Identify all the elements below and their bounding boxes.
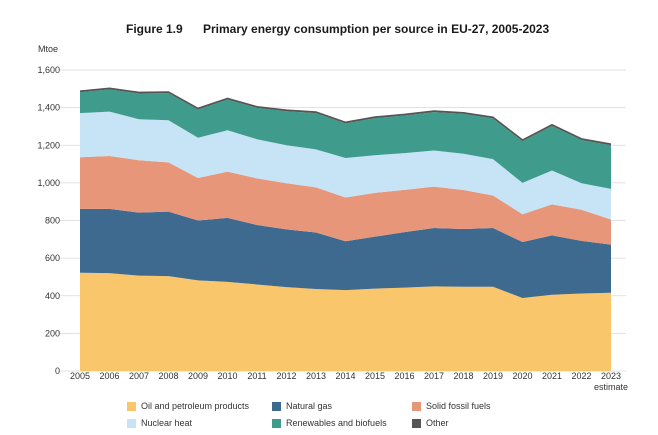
y-tick-label: 0 <box>55 366 60 376</box>
x-tick-label: 2015 <box>365 371 385 381</box>
y-tick-label: 1,600 <box>37 65 60 75</box>
y-tick-label: 400 <box>45 291 60 301</box>
series-line-other <box>79 87 612 145</box>
y-tick-label: 600 <box>45 253 60 263</box>
y-tick-label: 1,400 <box>37 103 60 113</box>
x-tick-label: 2016 <box>394 371 414 381</box>
legend-item: Nuclear heat <box>127 418 192 428</box>
legend-swatch <box>127 418 136 428</box>
legend-item: Oil and petroleum products <box>127 401 249 411</box>
legend-item: Other <box>412 418 449 428</box>
legend-swatch <box>272 401 281 411</box>
area-oil-and-petroleum-products <box>80 272 611 371</box>
y-tick-label: 800 <box>45 216 60 226</box>
legend-item: Natural gas <box>272 401 332 411</box>
y-tick-label: 1,000 <box>37 178 60 188</box>
area-renewables-and-biofuels <box>80 89 611 189</box>
x-tick-label: 2009 <box>188 371 208 381</box>
legend-swatch <box>127 401 136 411</box>
x-tick-label: 2006 <box>99 371 119 381</box>
x-tick-label: 2011 <box>247 371 266 381</box>
area-natural-gas <box>80 208 611 299</box>
legend-swatch <box>412 418 421 428</box>
x-tick-label: 2010 <box>217 371 237 381</box>
x-tick-note: estimate <box>594 382 628 392</box>
x-tick-label: 2022 <box>571 371 591 381</box>
legend-label: Oil and petroleum products <box>141 401 250 411</box>
legend-label: Renewables and biofuels <box>286 418 387 428</box>
x-tick-label: 2023 <box>601 371 621 381</box>
x-tick-label: 2019 <box>483 371 503 381</box>
y-tick-label: 1,200 <box>37 140 60 150</box>
area-series <box>79 87 612 371</box>
legend-label: Solid fossil fuels <box>426 401 491 411</box>
area-solid-fossil-fuels <box>80 155 611 245</box>
legend-label: Other <box>426 418 449 428</box>
x-tick-label: 2014 <box>335 371 355 381</box>
x-tick-label: 2018 <box>453 371 473 381</box>
x-tick-label: 2007 <box>129 371 149 381</box>
legend-item: Renewables and biofuels <box>272 418 387 428</box>
x-tick-label: 2008 <box>158 371 178 381</box>
x-tick-label: 2013 <box>306 371 326 381</box>
legend-label: Nuclear heat <box>141 418 193 428</box>
chart-title: Primary energy consumption per source in… <box>203 22 550 36</box>
legend-label: Natural gas <box>286 401 333 411</box>
area-nuclear-heat <box>80 111 611 220</box>
legend-swatch <box>412 401 421 411</box>
x-tick-label: 2012 <box>276 371 296 381</box>
y-tick-label: 200 <box>45 328 60 338</box>
y-axis-ticks: 0 200 400 600 800 1,000 1,200 1,400 1,600 <box>37 65 60 376</box>
x-tick-label: 2020 <box>512 371 532 381</box>
x-tick-label: 2021 <box>542 371 562 381</box>
x-tick-label: 2017 <box>424 371 444 381</box>
legend-swatch <box>272 418 281 428</box>
x-tick-label: 2005 <box>70 371 90 381</box>
x-axis-ticks: 2005 2006 2007 2008 2009 2010 2011 2012 2013 2014… <box>70 371 628 392</box>
y-axis-label: Mtoe <box>38 44 58 54</box>
figure-label: Figure 1.9 <box>126 22 183 36</box>
legend-item: Solid fossil fuels <box>412 401 491 411</box>
